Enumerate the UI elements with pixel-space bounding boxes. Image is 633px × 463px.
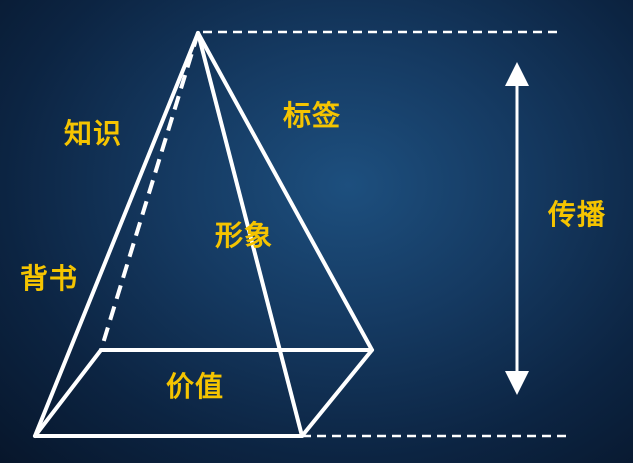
pyramid-edge-back-right (196, 31, 374, 352)
label-knowledge: 知识 (64, 117, 123, 150)
label-spread: 传播 (548, 198, 607, 231)
label-endorsement: 背书 (20, 262, 79, 295)
pyramid-edge-front-left (33, 31, 200, 438)
pyramid-hidden-edge (99, 32, 200, 351)
label-tag: 标签 (283, 99, 342, 132)
label-image: 形象 (215, 219, 274, 252)
label-value: 价值 (166, 370, 225, 403)
pyramid-edge-front-right (196, 31, 304, 438)
